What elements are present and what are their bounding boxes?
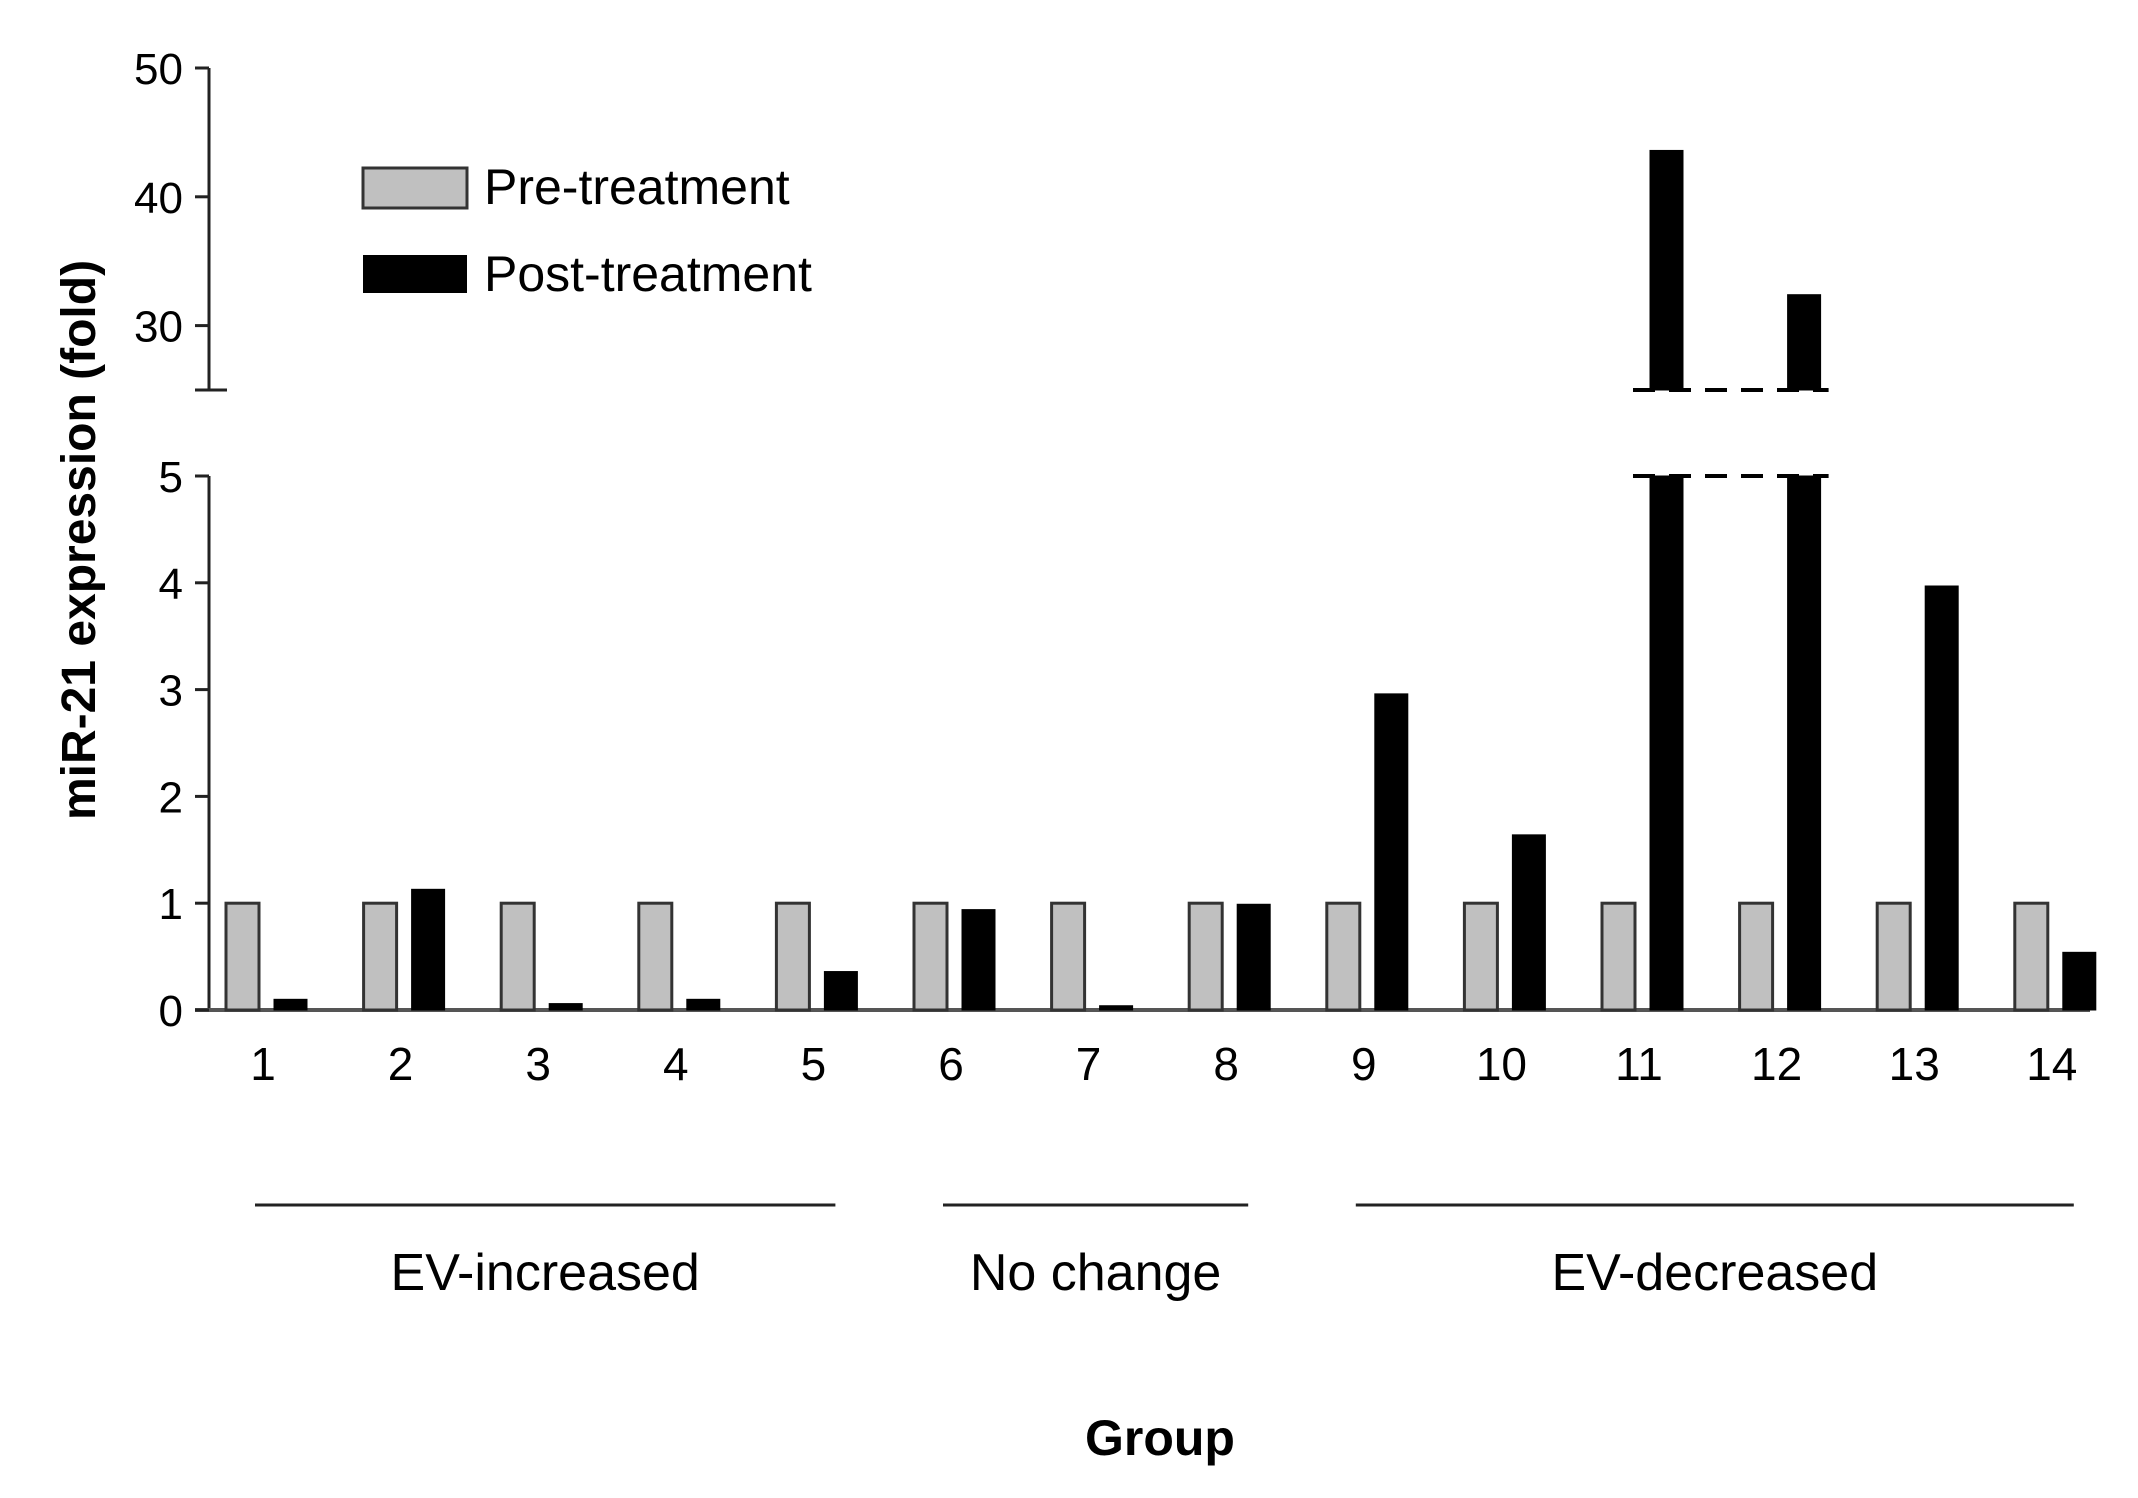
group-label: EV-decreased bbox=[1551, 1244, 1878, 1302]
x-tick-label: 13 bbox=[1889, 1038, 1940, 1090]
x-tick-label: 6 bbox=[938, 1038, 964, 1090]
y-tick-label: 5 bbox=[159, 453, 183, 502]
y-tick-label: 4 bbox=[159, 560, 183, 609]
y-axis-label: miR-21 expression (fold) bbox=[53, 260, 106, 820]
y-tick-label: 2 bbox=[159, 773, 183, 822]
x-tick-label: 10 bbox=[1476, 1038, 1527, 1090]
group-label: No change bbox=[970, 1244, 1222, 1302]
bar-pre-treatment bbox=[774, 901, 811, 1012]
x-tick-label: 1 bbox=[250, 1038, 276, 1090]
y-tick-label: 40 bbox=[134, 174, 183, 223]
bar-post-treatment-lower bbox=[1649, 475, 1684, 1011]
bar-pre-treatment bbox=[637, 901, 674, 1012]
x-tick-label: 7 bbox=[1076, 1038, 1102, 1090]
bar-post-treatment bbox=[273, 998, 308, 1011]
y-tick-label: 0 bbox=[159, 987, 183, 1036]
x-tick-label: 8 bbox=[1213, 1038, 1239, 1090]
bar-pre-treatment bbox=[1875, 901, 1912, 1012]
x-tick-label: 2 bbox=[388, 1038, 414, 1090]
bar-pre-treatment bbox=[1600, 901, 1637, 1012]
bar-pre-treatment bbox=[362, 901, 399, 1012]
group-label: EV-increased bbox=[391, 1244, 700, 1302]
bar-pre-treatment bbox=[1738, 901, 1775, 1012]
bar-post-treatment-upper bbox=[1787, 294, 1822, 391]
bar-pre-treatment bbox=[2013, 901, 2050, 1012]
legend-swatch-pre bbox=[361, 166, 469, 210]
y-tick-label: 3 bbox=[159, 667, 183, 716]
y-tick-label: 30 bbox=[134, 303, 183, 352]
legend-swatch-post bbox=[363, 255, 467, 293]
legend: Pre-treatment Post-treatment bbox=[361, 159, 812, 302]
legend-label-post: Post-treatment bbox=[484, 246, 812, 302]
bar-pre-treatment bbox=[1462, 901, 1499, 1012]
bar-post-treatment bbox=[1374, 693, 1409, 1011]
x-tick-label: 14 bbox=[2026, 1038, 2077, 1090]
bar-post-treatment bbox=[1511, 834, 1546, 1011]
x-axis-label: Group bbox=[1085, 1410, 1235, 1466]
bar-post-treatment bbox=[686, 998, 721, 1011]
x-tick-label: 11 bbox=[1615, 1038, 1663, 1090]
x-tick-label: 5 bbox=[801, 1038, 827, 1090]
bar-post-treatment bbox=[411, 888, 446, 1011]
x-tick-label: 4 bbox=[663, 1038, 689, 1090]
x-tick-label: 3 bbox=[525, 1038, 551, 1090]
bar-post-treatment bbox=[823, 971, 858, 1011]
bar-pre-treatment bbox=[1187, 901, 1224, 1012]
bar-pre-treatment bbox=[912, 901, 949, 1012]
bar-post-treatment bbox=[1924, 585, 1959, 1011]
x-tick-label: 12 bbox=[1751, 1038, 1802, 1090]
bar-pre-treatment bbox=[499, 901, 536, 1012]
y-tick-label: 1 bbox=[159, 880, 183, 929]
bar-post-treatment bbox=[1099, 1005, 1134, 1011]
bar-post-treatment bbox=[2062, 951, 2097, 1011]
bar-pre-treatment bbox=[224, 901, 261, 1012]
y-tick-label: 50 bbox=[134, 45, 183, 94]
bar-post-treatment bbox=[1236, 903, 1271, 1011]
bar-post-treatment-lower bbox=[1787, 475, 1822, 1011]
bar-pre-treatment bbox=[1325, 901, 1362, 1012]
bar-pre-treatment bbox=[1050, 901, 1087, 1012]
bar-post-treatment bbox=[548, 1003, 583, 1011]
x-tick-label: 9 bbox=[1351, 1038, 1377, 1090]
legend-label-pre: Pre-treatment bbox=[484, 159, 790, 215]
bar-post-treatment bbox=[961, 909, 996, 1011]
bar-post-treatment-upper bbox=[1649, 149, 1684, 391]
